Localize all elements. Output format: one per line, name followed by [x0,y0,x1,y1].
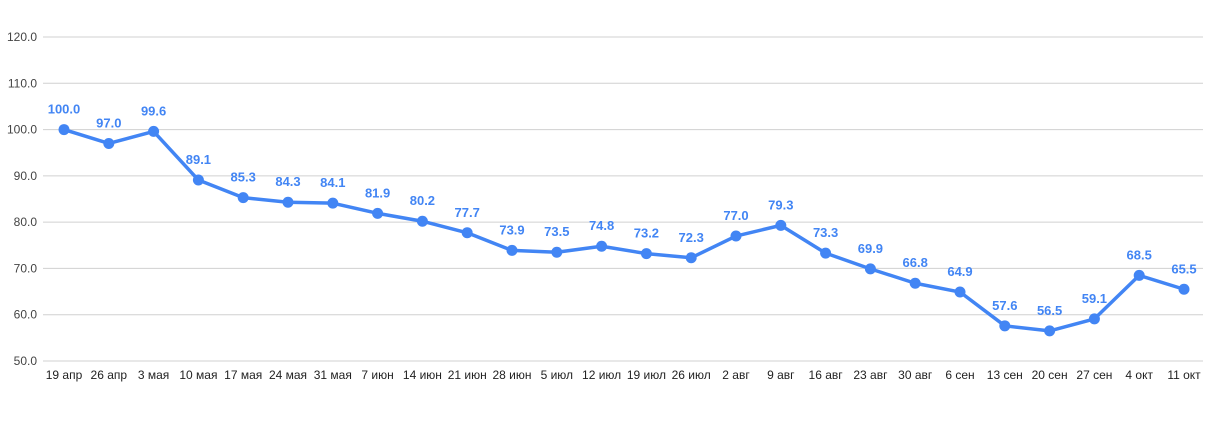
data-point [192,174,204,186]
data-point [58,124,70,136]
data-label: 57.6 [992,298,1017,313]
x-tick-label: 12 июл [582,368,621,382]
data-label: 77.7 [455,205,480,220]
data-labels: 100.0 97.0 99.6 89.1 85.3 84.3 84.1 81.9 80.2 77.… [48,102,1197,318]
x-tick-label: 26 апр [91,368,128,382]
data-point [327,197,339,209]
data-point [730,230,742,242]
x-tick-label: 26 июл [672,368,711,382]
data-point [775,219,787,231]
data-label: 56.5 [1037,303,1062,318]
x-tick-label: 31 мая [314,368,352,382]
data-point [551,246,563,258]
data-label: 81.9 [365,185,390,200]
data-point [640,248,652,260]
data-label: 97.0 [96,115,121,130]
data-point [596,240,608,252]
x-tick-label: 14 июн [403,368,442,382]
x-tick-label: 24 мая [269,368,307,382]
x-tick-label: 4 окт [1125,368,1153,382]
data-point [461,227,473,239]
x-tick-label: 21 июн [448,368,487,382]
data-label: 73.2 [634,226,659,241]
x-tick-label: 2 авг [722,368,750,382]
data-point [954,286,966,298]
data-label: 99.6 [141,103,166,118]
data-label: 84.1 [320,175,345,190]
y-tick-label: 50.0 [14,354,38,368]
y-tick-label: 120.0 [7,30,37,44]
series-line [62,127,1186,333]
x-tick-label: 19 июл [627,368,666,382]
x-tick-label: 16 авг [809,368,844,382]
data-label: 66.8 [903,255,928,270]
y-axis-ticks: 50.0 60.0 70.0 80.0 90.0 100.0 110.0 120.0 [7,30,37,368]
data-point [909,277,921,289]
data-point [416,215,428,227]
data-label: 72.3 [679,230,704,245]
data-point [282,196,294,208]
x-tick-label: 10 мая [179,368,217,382]
data-label: 89.1 [186,152,211,167]
x-tick-label: 9 авг [767,368,795,382]
x-tick-label: 27 сен [1076,368,1112,382]
data-label: 100.0 [48,102,81,117]
x-tick-label: 3 мая [138,368,169,382]
data-label: 84.3 [275,174,300,189]
data-label: 80.2 [410,193,435,208]
data-label: 69.9 [858,241,883,256]
data-points [58,124,1190,337]
y-tick-label: 110.0 [8,76,37,90]
data-label: 68.5 [1127,247,1152,262]
data-point [864,263,876,275]
data-label: 73.5 [544,224,569,239]
y-tick-label: 70.0 [14,261,38,275]
series-line-group [62,127,1186,333]
data-label: 85.3 [231,170,256,185]
x-axis-ticks: 19 апр 26 апр 3 мая 10 мая 17 мая 24 мая 31 ма… [46,368,1201,382]
x-tick-label: 23 авг [853,368,888,382]
x-tick-label: 11 окт [1167,368,1201,382]
data-point [820,247,832,259]
data-label: 65.5 [1171,261,1196,276]
data-point [103,137,115,149]
data-point [372,207,384,219]
data-point [1088,313,1100,325]
data-point [999,320,1011,332]
x-tick-label: 17 мая [224,368,262,382]
y-tick-label: 90.0 [14,169,38,183]
data-point [685,252,697,264]
grid-lines [43,36,1203,362]
y-tick-label: 80.0 [14,215,38,229]
x-tick-label: 19 апр [46,368,83,382]
data-point [1178,283,1190,295]
data-point [237,192,249,204]
data-point [1133,269,1145,281]
data-label: 77.0 [723,208,748,223]
data-point [1044,325,1056,337]
y-tick-label: 100.0 [7,123,37,137]
data-label: 79.3 [768,197,793,212]
x-tick-label: 13 сен [987,368,1023,382]
data-label: 59.1 [1082,291,1107,306]
x-tick-label: 6 сен [945,368,974,382]
x-tick-label: 5 июл [541,368,573,382]
x-tick-label: 30 авг [898,368,933,382]
data-label: 64.9 [947,264,972,279]
y-tick-label: 60.0 [14,308,38,322]
data-label: 74.8 [589,218,614,233]
data-label: 73.3 [813,225,838,240]
x-tick-label: 28 июн [492,368,531,382]
x-tick-label: 7 июн [361,368,393,382]
data-label: 73.9 [499,222,524,237]
data-point [148,125,160,137]
data-point [506,244,518,256]
x-tick-label: 20 сен [1032,368,1068,382]
